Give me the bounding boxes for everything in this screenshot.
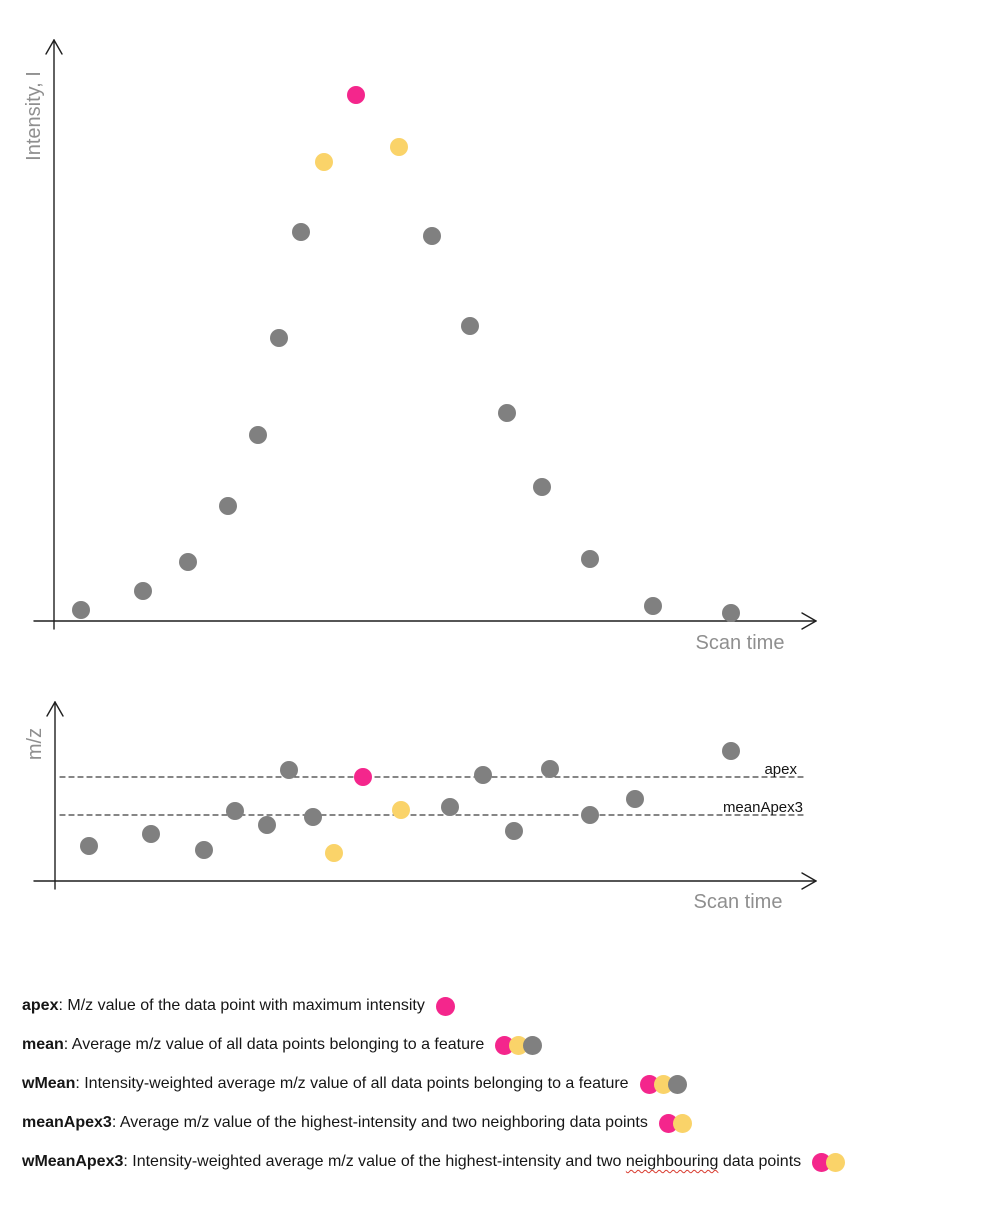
data-point-gray — [441, 798, 459, 816]
data-point-gray — [461, 317, 479, 335]
pink-dot-icon — [639, 1074, 659, 1094]
data-point-gray — [258, 816, 276, 834]
legend-description: : Average m/z value of the highest-inten… — [111, 1114, 648, 1131]
legend-item-wMeanApex3: wMeanApex3: Intensity-weighted average m… — [22, 1151, 846, 1173]
legend-dots — [812, 1152, 846, 1172]
legend-term: apex — [22, 997, 59, 1014]
data-point-pink — [354, 768, 372, 786]
legend-dots — [435, 996, 455, 1016]
data-point-gray — [626, 790, 644, 808]
gray-dot-icon — [667, 1074, 687, 1094]
misspelled-word: neighbouring — [625, 1153, 719, 1170]
legend-description: : Intensity-weighted average m/z value o… — [123, 1153, 626, 1170]
data-point-yellow — [325, 844, 343, 862]
y-axis-arrow-icon — [45, 39, 55, 55]
legend-dots — [658, 1113, 692, 1133]
mz-vs-scan-time-x-label: Scan time — [694, 891, 783, 913]
legend-description: data points — [718, 1153, 802, 1170]
data-point-gray — [581, 550, 599, 568]
legend-term: wMean — [22, 1075, 76, 1092]
data-point-gray — [280, 761, 298, 779]
data-point-gray — [292, 223, 310, 241]
legend-item-text: apex: M/z value of the data point with m… — [22, 995, 425, 1017]
intensity-vs-scan-time-y-label: Intensity, I — [23, 71, 45, 161]
y-axis-arrow-icon — [46, 701, 56, 717]
legend-description: : Average m/z value of all data points b… — [63, 1036, 485, 1053]
data-point-gray — [644, 597, 662, 615]
legend-item-text: mean: Average m/z value of all data poin… — [22, 1034, 484, 1056]
legend-term: meanApex3 — [22, 1114, 112, 1131]
legend: apex: M/z value of the data point with m… — [22, 995, 846, 1190]
data-point-gray — [249, 426, 267, 444]
legend-item-text: wMean: Intensity-weighted average m/z va… — [22, 1073, 629, 1095]
legend-description: : Intensity-weighted average m/z value o… — [75, 1075, 629, 1092]
data-point-pink — [347, 86, 365, 104]
legend-dots — [495, 1035, 543, 1055]
legend-item-meanApex3: meanApex3: Average m/z value of the high… — [22, 1112, 845, 1134]
x-axis-arrow-icon — [801, 612, 817, 622]
legend-description: : M/z value of the data point with maxim… — [58, 997, 425, 1014]
data-point-gray — [541, 760, 559, 778]
data-point-gray — [304, 808, 322, 826]
data-point-gray — [505, 822, 523, 840]
legend-item-apex: apex: M/z value of the data point with m… — [22, 995, 845, 1017]
data-point-gray — [72, 601, 90, 619]
legend-item-text: wMeanApex3: Intensity-weighted average m… — [22, 1151, 801, 1173]
ref-line-label-meanApex3: meanApex3 — [723, 799, 803, 816]
data-point-gray — [498, 404, 516, 422]
data-point-gray — [722, 604, 740, 622]
data-point-gray — [219, 497, 237, 515]
data-point-gray — [142, 825, 160, 843]
data-point-yellow — [315, 153, 333, 171]
intensity-vs-scan-time-x-label: Scan time — [696, 632, 785, 654]
legend-term: mean — [22, 1036, 64, 1053]
x-axis-arrow-icon — [801, 880, 817, 890]
data-point-gray — [80, 837, 98, 855]
data-point-gray — [270, 329, 288, 347]
yellow-dot-icon — [826, 1152, 846, 1172]
y-axis-arrow-icon — [53, 39, 63, 55]
data-point-yellow — [390, 138, 408, 156]
x-axis-arrow-icon — [801, 872, 817, 882]
data-point-gray — [134, 582, 152, 600]
legend-dots — [639, 1074, 687, 1094]
legend-item-text: meanApex3: Average m/z value of the high… — [22, 1112, 648, 1134]
data-point-gray — [474, 766, 492, 784]
data-point-gray — [179, 553, 197, 571]
legend-item-wMean: wMean: Intensity-weighted average m/z va… — [22, 1073, 845, 1095]
y-axis-arrow-icon — [54, 701, 64, 717]
ref-line-label-apex: apex — [764, 761, 797, 778]
data-point-gray — [581, 806, 599, 824]
data-point-gray — [533, 478, 551, 496]
gray-dot-icon — [523, 1035, 543, 1055]
pink-dot-icon — [435, 996, 455, 1016]
yellow-dot-icon — [672, 1113, 692, 1133]
data-point-gray — [226, 802, 244, 820]
data-point-gray — [423, 227, 441, 245]
mz-vs-scan-time-y-label: m/z — [24, 728, 46, 760]
yellow-dot-icon — [653, 1074, 673, 1094]
data-point-yellow — [392, 801, 410, 819]
data-point-gray — [195, 841, 213, 859]
data-point-gray — [722, 742, 740, 760]
legend-item-mean: mean: Average m/z value of all data poin… — [22, 1034, 845, 1056]
legend-term: wMeanApex3 — [22, 1153, 124, 1170]
charts-canvas: Intensity, I Scan time m/z Scan time apex mea… — [23, 39, 817, 913]
x-axis-arrow-icon — [801, 620, 817, 630]
